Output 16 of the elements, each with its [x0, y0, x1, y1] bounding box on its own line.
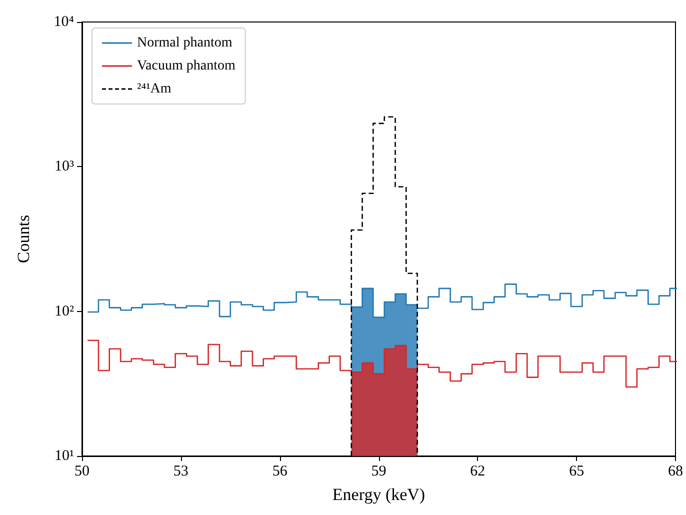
legend-label: Normal phantom: [137, 36, 232, 50]
y-tick-label: 10³: [54, 158, 74, 175]
x-tick-label: 56: [272, 464, 288, 480]
legend-label: Vacuum phantom: [137, 58, 236, 74]
legend-label: ²⁴¹Am: [137, 82, 172, 96]
x-tick-label: 62: [470, 464, 486, 480]
x-tick-label: 50: [74, 464, 90, 480]
y-tick-label: 10⁴: [54, 14, 74, 30]
x-axis-title: Energy (keV): [332, 485, 426, 504]
x-tick-label: 68: [668, 464, 683, 480]
x-tick-label: 59: [371, 464, 386, 480]
y-axis-title: Counts: [14, 214, 33, 264]
y-tick-label: 10²: [54, 303, 74, 320]
x-tick-label: 65: [569, 464, 584, 480]
x-tick-label: 53: [173, 464, 188, 480]
y-tick-label: 10¹: [54, 448, 74, 464]
